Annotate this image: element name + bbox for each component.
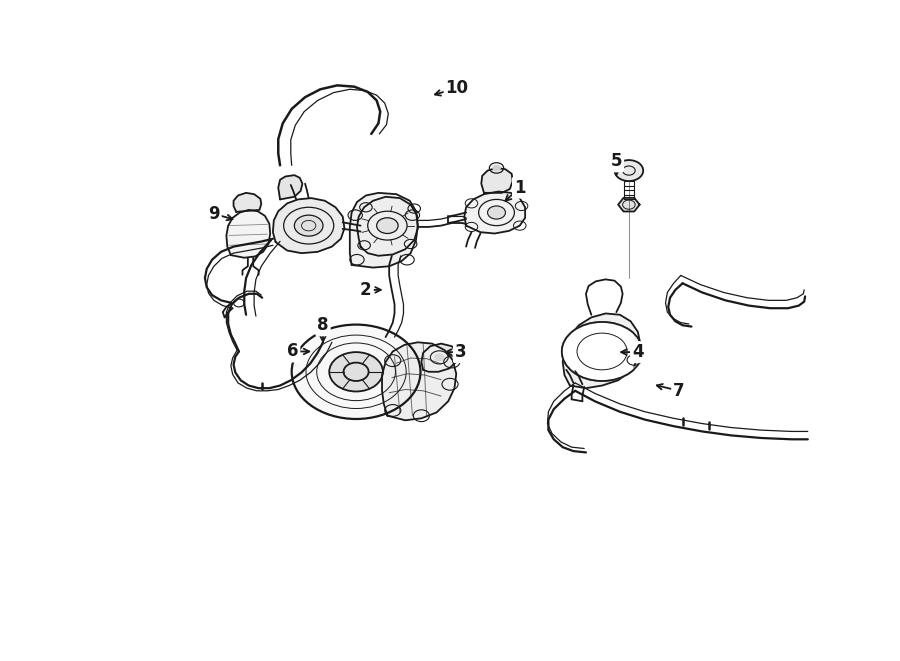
Text: 3: 3 [454,343,466,361]
Polygon shape [421,344,457,371]
Circle shape [329,352,382,391]
Polygon shape [618,198,640,212]
Circle shape [294,215,323,236]
Polygon shape [278,175,302,200]
Circle shape [292,325,420,419]
Circle shape [493,165,500,171]
Polygon shape [227,210,270,258]
Polygon shape [357,197,418,256]
Polygon shape [562,313,641,388]
Circle shape [488,206,506,219]
Polygon shape [273,198,345,253]
Polygon shape [233,193,261,212]
Polygon shape [482,168,513,193]
Text: 9: 9 [208,205,220,223]
Circle shape [435,354,444,361]
Text: 2: 2 [360,281,372,299]
Text: 10: 10 [446,79,469,97]
Polygon shape [562,322,633,381]
Text: 5: 5 [610,153,622,171]
Polygon shape [464,192,525,233]
Text: 4: 4 [632,343,644,361]
Text: 8: 8 [317,316,328,334]
Circle shape [615,160,644,181]
Polygon shape [382,342,456,420]
Circle shape [377,217,398,233]
Text: 6: 6 [287,342,298,360]
Text: 7: 7 [673,382,685,400]
Text: 1: 1 [514,178,526,196]
Polygon shape [350,193,418,268]
